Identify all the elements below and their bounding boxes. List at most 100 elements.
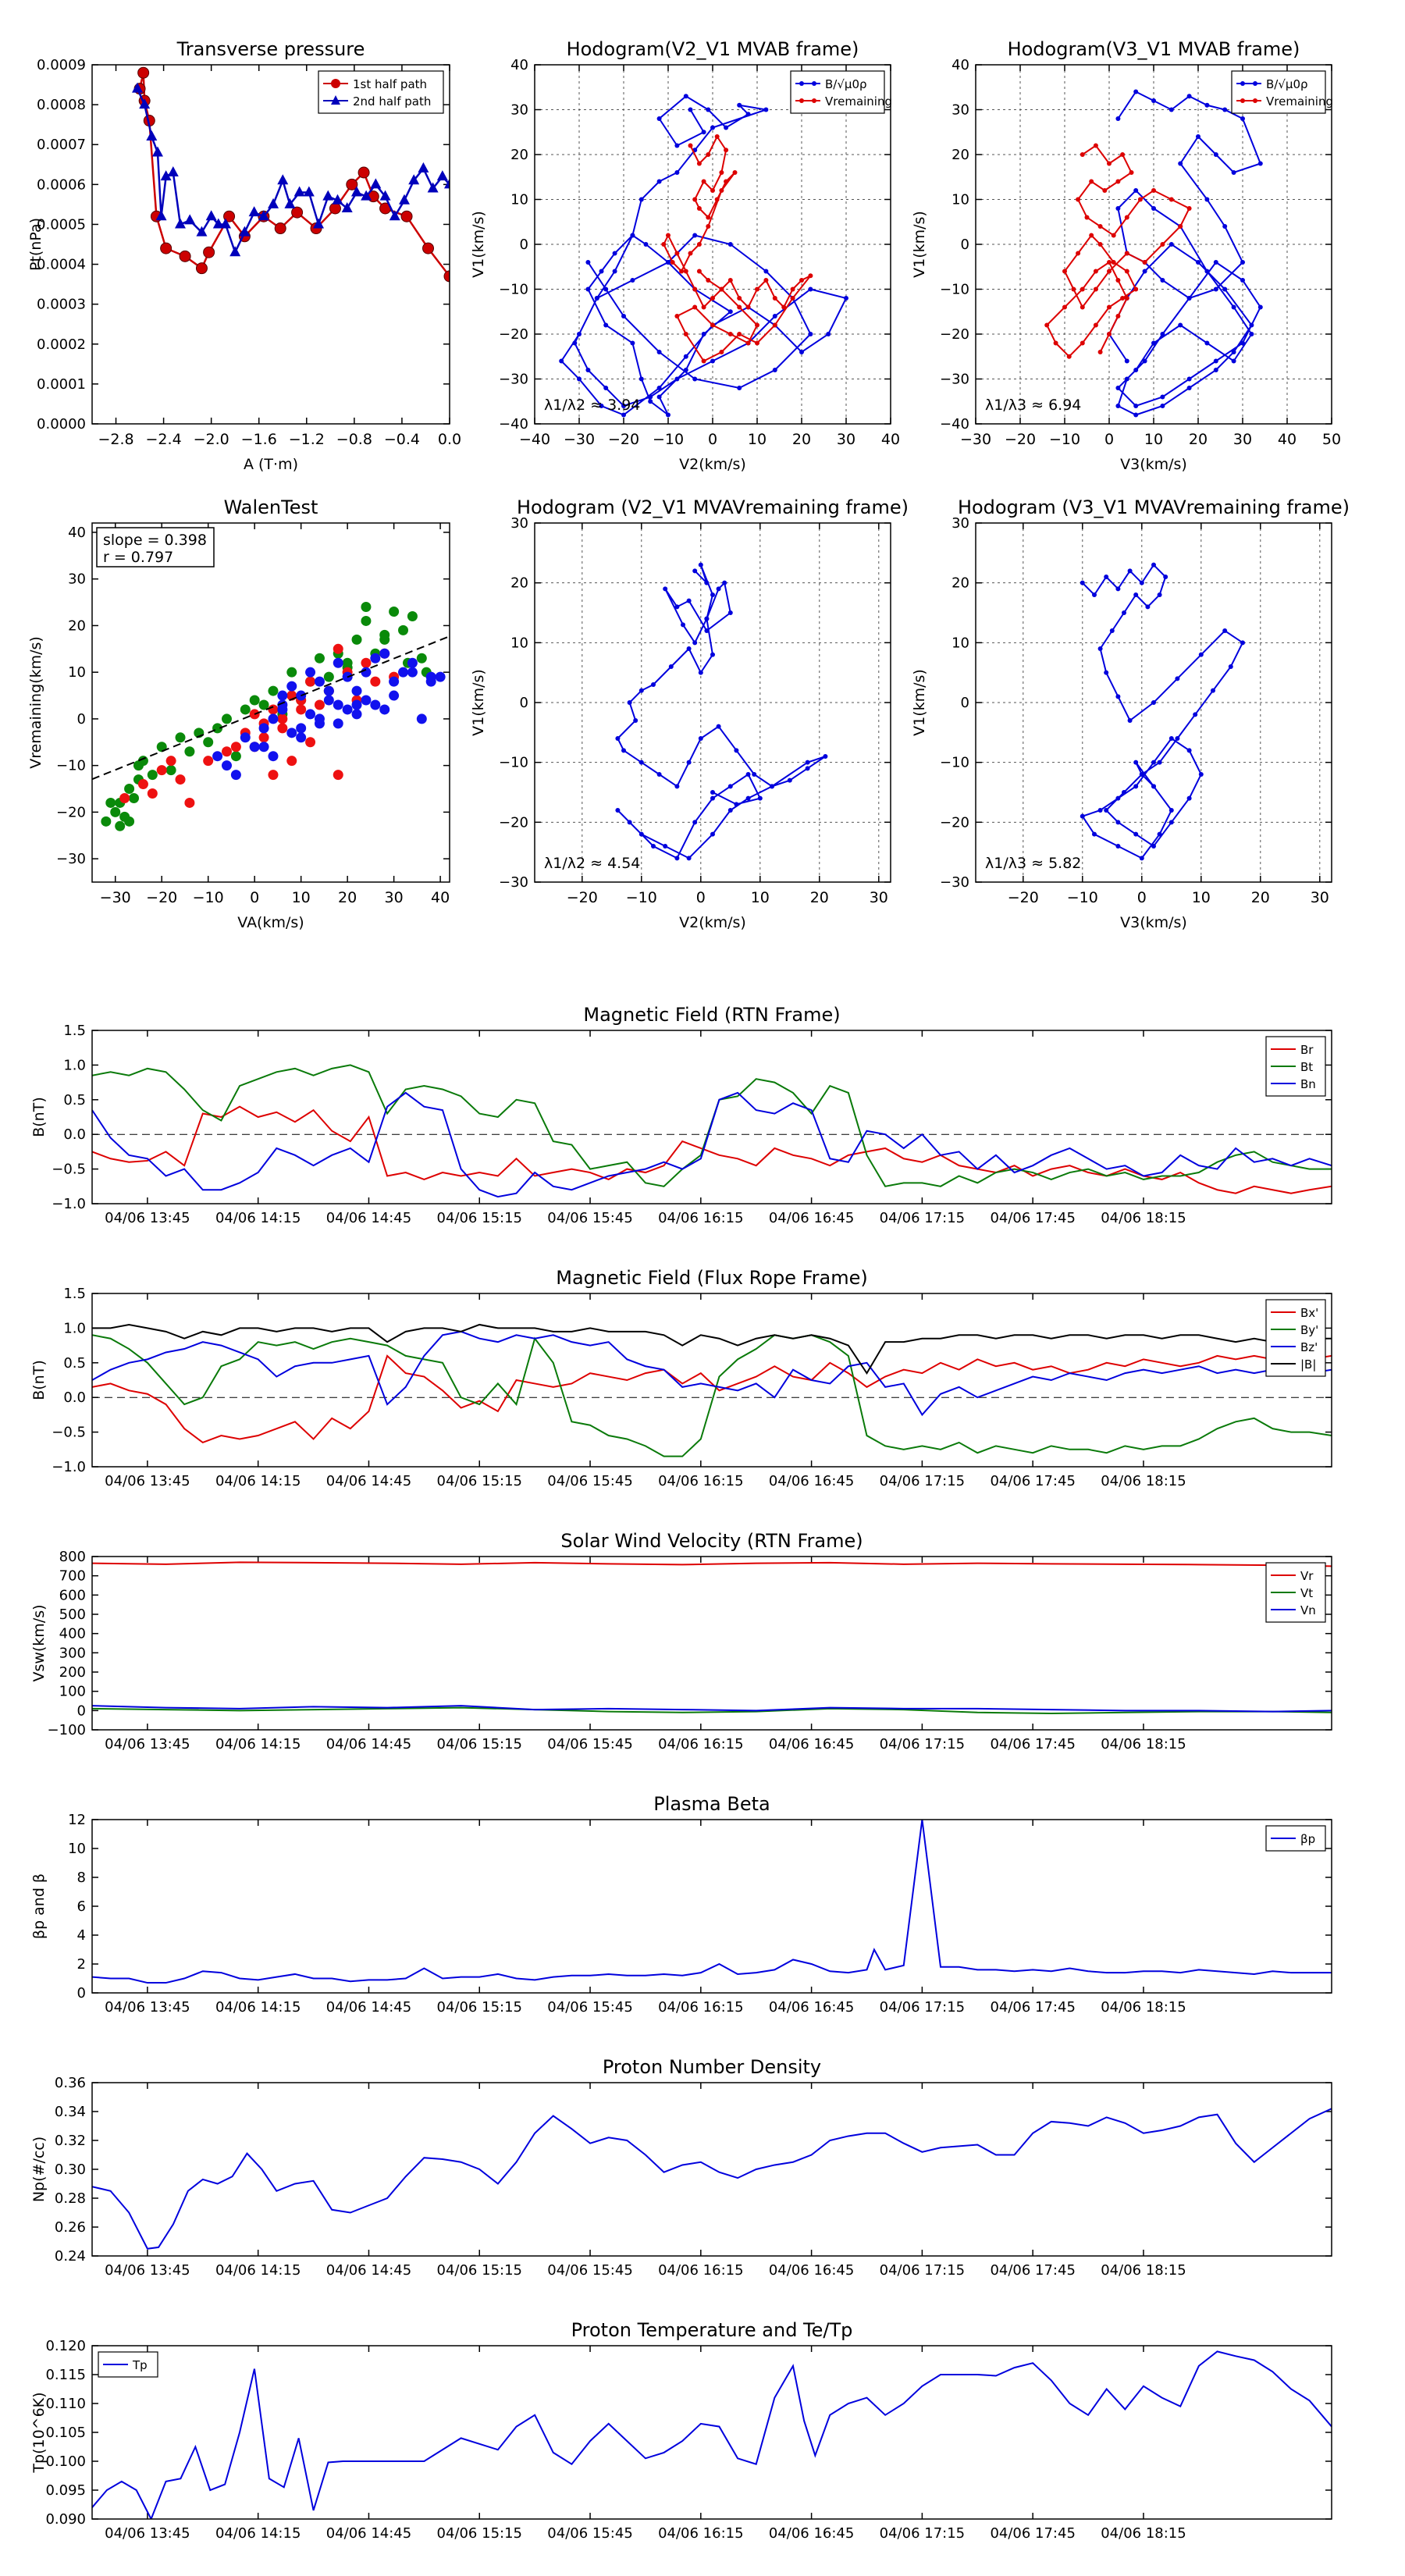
y-tick-label: 400 [59,1626,86,1642]
plot-area [92,602,450,831]
data-marker [727,278,733,283]
y-tick-label: 0 [520,237,528,253]
x-tick-label: 20 [1251,889,1270,906]
x-axis-label: V2(km/s) [679,914,746,931]
data-marker [706,215,711,220]
data-marker [155,210,167,221]
x-tick-label: 10 [751,889,770,906]
y-tick-label: 0.0008 [37,97,86,113]
x-tick-label: 04/06 14:15 [215,1999,301,2016]
data-marker [389,210,400,221]
scatter-point [110,806,121,817]
scatter-point [268,751,279,762]
data-marker [621,412,626,418]
data-marker [1115,404,1121,408]
series-line [92,1105,1332,1194]
x-tick-label: −10 [1049,431,1080,448]
data-marker [666,233,670,238]
y-tick-label: 10 [951,192,969,208]
data-marker [1127,568,1133,574]
data-marker [696,161,702,166]
data-marker [615,808,621,813]
scatter-point [203,756,214,767]
scatter-point [351,709,362,720]
legend-label: Vremaining [825,94,892,109]
data-marker [1213,152,1218,157]
data-marker [737,304,742,310]
data-marker [1249,332,1254,336]
x-tick-label: −2.0 [194,431,229,448]
data-marker [724,148,729,153]
data-marker [1107,269,1112,274]
scatter-point [314,653,325,664]
series-line [92,1323,1332,1375]
data-marker [572,340,578,346]
data-marker [633,718,638,723]
data-marker [160,242,173,254]
x-tick-label: 04/06 14:45 [326,2525,411,2542]
chart-tp: Transverse pressure−2.8 −2.4 −2.0 −1.6 −1.2−… [27,38,461,473]
scatter-point [156,765,167,776]
x-tick-label: −10 [1067,889,1098,906]
data-marker [661,242,667,247]
data-marker [1137,197,1143,202]
legend-label: |B| [1300,1357,1316,1372]
x-tick-label: −2.4 [146,431,182,448]
data-marker [701,358,706,364]
y-tick-label: 30 [951,515,969,532]
data-marker [1168,197,1174,202]
data-marker [1104,670,1109,675]
y-tick-label: 0.0003 [37,297,86,313]
data-marker [679,269,685,274]
data-marker [1151,562,1156,568]
data-marker [737,296,742,301]
legend-label: B/√μ0ρ [825,77,867,91]
annotation-text: λ1/λ3 ≈ 6.94 [985,397,1081,414]
x-tick-label: 04/06 15:45 [547,2262,632,2279]
data-marker [1115,820,1121,825]
data-marker [1089,233,1094,238]
y-tick-label: 20 [951,147,969,163]
data-marker [1186,386,1192,390]
scatter-point [286,681,297,692]
data-marker [427,182,439,193]
y-tick-label: 0.36 [55,2075,86,2091]
data-marker [692,820,698,825]
data-marker [1157,592,1162,597]
data-marker [1080,340,1085,346]
data-marker [755,286,759,292]
data-marker [701,130,706,135]
data-marker [1124,251,1129,256]
scatter-point [305,737,316,748]
data-marker [656,386,662,390]
y-tick-label: 20 [68,617,86,634]
y-tick-label: 10 [510,192,528,208]
y-axis-label: B(nT) [30,1360,48,1400]
data-marker [1168,736,1174,741]
data-marker [770,784,774,789]
data-marker [1231,170,1236,175]
scatter-point [416,713,427,724]
x-tick-label: 04/06 13:45 [105,1999,190,2016]
legend-label: 1st half path [353,77,427,91]
data-marker [787,777,792,783]
data-marker [727,784,733,789]
scatter-point [268,704,279,715]
data-marker [683,332,688,336]
x-tick-label: 04/06 16:45 [769,2525,854,2542]
scatter-point [258,699,269,710]
scatter-point [361,615,372,626]
x-tick-label: −0.4 [384,431,420,448]
data-marker [772,368,777,372]
data-marker [1257,304,1263,310]
data-marker [1196,134,1200,139]
y-tick-label: −10 [940,282,969,298]
data-marker [1222,224,1228,229]
legend-box [790,70,885,114]
scatter-point [268,770,279,781]
y-tick-label: 0.0005 [37,216,86,233]
y-tick-label: 4 [77,1927,86,1944]
data-marker [277,174,289,185]
scatter-point [230,742,241,753]
data-marker [132,82,144,93]
